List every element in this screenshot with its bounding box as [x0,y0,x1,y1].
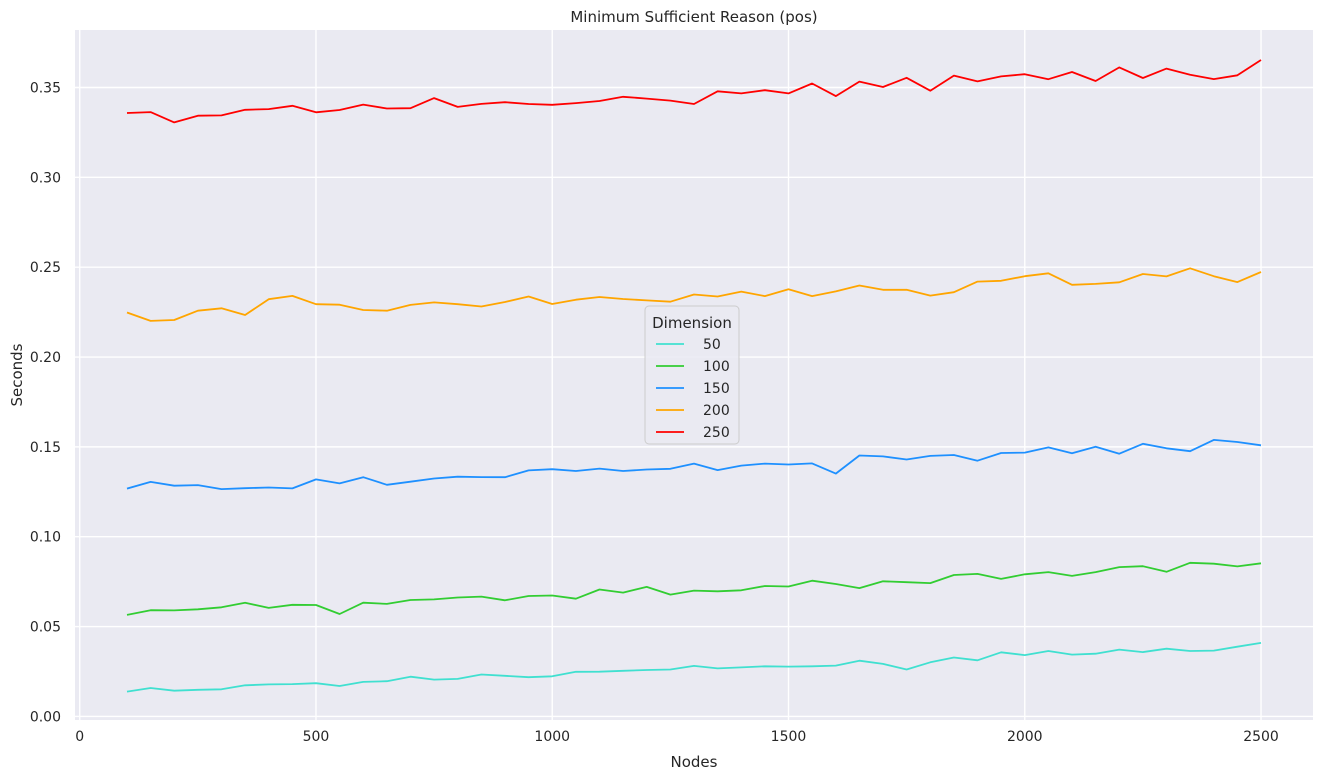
series-line-100 [126,561,1262,616]
legend-label-100: 100 [703,359,730,375]
y-tick-label: 0.20 [30,350,61,366]
x-tick-label: 2500 [1243,729,1279,745]
y-tick-label: 0.10 [30,530,61,546]
x-axis-label: Nodes [671,753,718,771]
y-tick-label: 0.35 [30,81,61,97]
legend-title: Dimension [652,314,732,332]
series-line-50 [126,642,1262,693]
series-line-200 [126,267,1262,322]
y-tick-label: 0.30 [30,170,61,186]
series-line-150 [126,438,1262,491]
legend-label-250: 250 [703,425,730,441]
series-lines [126,59,1262,693]
x-tick-label: 1500 [771,729,807,745]
y-tick-label: 0.15 [30,440,61,456]
chart-title: Minimum Sufficient Reason (pos) [570,8,817,26]
y-tick-label: 0.00 [30,709,61,725]
legend-label-150: 150 [703,381,730,397]
x-tick-label: 0 [75,729,84,745]
x-tick-labels: 0 500 1000 1500 2000 2500 [75,729,1279,745]
y-tick-label: 0.25 [30,260,61,276]
x-tick-label: 2000 [1007,729,1043,745]
legend-label-50: 50 [703,337,721,353]
y-tick-labels: 0.00 0.05 0.10 0.15 0.20 0.25 0.30 0.35 [30,81,61,726]
y-tick-label: 0.05 [30,620,61,636]
x-tick-label: 1000 [534,729,570,745]
y-axis-label: Seconds [8,343,26,406]
legend: Dimension 50 100 150 200 250 [644,305,740,445]
series-line-250 [126,59,1262,124]
x-tick-label: 500 [303,729,330,745]
legend-label-200: 200 [703,403,730,419]
legend-items: 50 100 150 200 250 [656,337,730,441]
